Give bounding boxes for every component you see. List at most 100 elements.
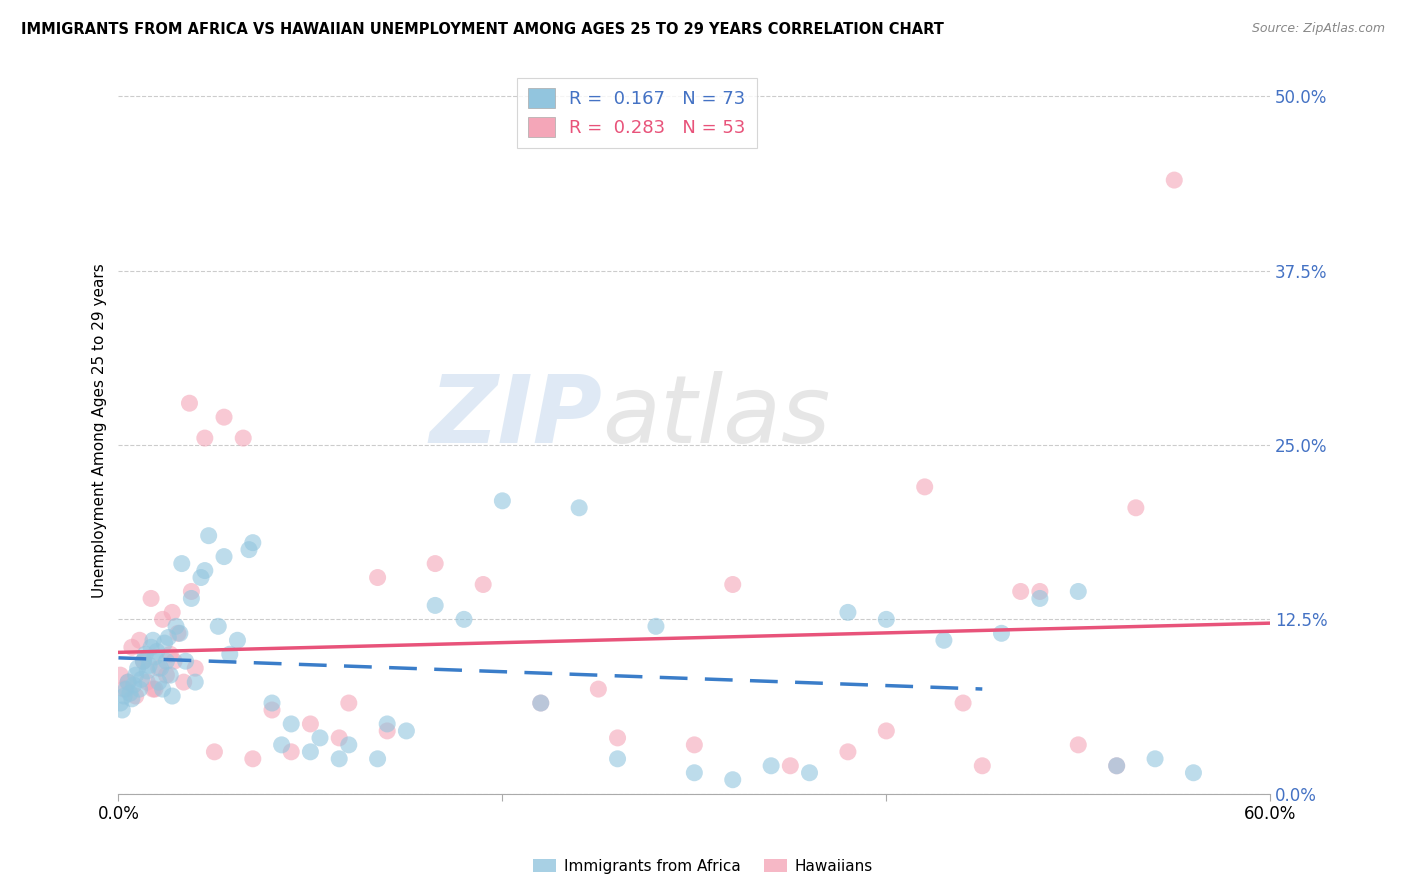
Point	[491, 493, 513, 508]
Point	[1010, 584, 1032, 599]
Point	[395, 723, 418, 738]
Point	[160, 689, 183, 703]
Point	[606, 752, 628, 766]
Point	[683, 765, 706, 780]
Point	[134, 647, 156, 661]
Point	[122, 678, 145, 692]
Point	[142, 682, 165, 697]
Point	[184, 661, 207, 675]
Point	[759, 759, 782, 773]
Point	[1067, 584, 1090, 599]
Point	[367, 752, 389, 766]
Point	[132, 654, 155, 668]
Text: atlas: atlas	[602, 371, 831, 462]
Point	[165, 619, 187, 633]
Point	[1067, 738, 1090, 752]
Point	[143, 682, 166, 697]
Point	[280, 717, 302, 731]
Point	[159, 668, 181, 682]
Point	[1144, 752, 1167, 766]
Point	[160, 606, 183, 620]
Point	[131, 673, 153, 687]
Point	[645, 619, 668, 633]
Point	[1029, 584, 1052, 599]
Point	[204, 745, 226, 759]
Point	[194, 431, 217, 445]
Point	[875, 612, 897, 626]
Point	[932, 633, 955, 648]
Point	[121, 640, 143, 655]
Point	[128, 633, 150, 648]
Point	[194, 564, 217, 578]
Point	[1029, 591, 1052, 606]
Point	[125, 689, 148, 703]
Point	[212, 549, 235, 564]
Point	[148, 661, 170, 675]
Point	[425, 557, 447, 571]
Point	[1182, 765, 1205, 780]
Point	[117, 675, 139, 690]
Point	[127, 661, 149, 675]
Point	[110, 696, 132, 710]
Point	[914, 480, 936, 494]
Point	[112, 682, 135, 697]
Point	[367, 570, 389, 584]
Point	[112, 689, 135, 703]
Point	[152, 612, 174, 626]
Point	[375, 723, 398, 738]
Point	[299, 717, 322, 731]
Point	[588, 682, 610, 697]
Point	[260, 703, 283, 717]
Point	[1105, 759, 1128, 773]
Point	[179, 396, 201, 410]
Point	[132, 654, 155, 668]
Point	[139, 640, 162, 655]
Point	[260, 696, 283, 710]
Point	[990, 626, 1012, 640]
Y-axis label: Unemployment Among Ages 25 to 29 years: Unemployment Among Ages 25 to 29 years	[93, 264, 107, 599]
Point	[157, 631, 180, 645]
Point	[152, 682, 174, 697]
Point	[110, 668, 132, 682]
Text: Source: ZipAtlas.com: Source: ZipAtlas.com	[1251, 22, 1385, 36]
Point	[530, 696, 553, 710]
Point	[173, 675, 195, 690]
Point	[453, 612, 475, 626]
Point	[425, 599, 447, 613]
Point	[167, 626, 190, 640]
Point	[138, 658, 160, 673]
Point	[337, 738, 360, 752]
Point	[1105, 759, 1128, 773]
Point	[721, 772, 744, 787]
Point	[721, 577, 744, 591]
Point	[148, 675, 170, 690]
Point	[146, 644, 169, 658]
Point	[226, 633, 249, 648]
Point	[153, 636, 176, 650]
Point	[143, 650, 166, 665]
Point	[299, 745, 322, 759]
Point	[111, 703, 134, 717]
Point	[1125, 500, 1147, 515]
Text: ZIP: ZIP	[429, 370, 602, 463]
Point	[121, 691, 143, 706]
Point	[149, 661, 172, 675]
Point	[170, 557, 193, 571]
Point	[238, 542, 260, 557]
Legend: R =  0.167   N = 73, R =  0.283   N = 53: R = 0.167 N = 73, R = 0.283 N = 53	[517, 78, 756, 148]
Point	[163, 654, 186, 668]
Point	[875, 723, 897, 738]
Point	[309, 731, 332, 745]
Point	[606, 731, 628, 745]
Point	[212, 410, 235, 425]
Point	[242, 752, 264, 766]
Point	[375, 717, 398, 731]
Point	[952, 696, 974, 710]
Point	[190, 570, 212, 584]
Point	[136, 675, 159, 690]
Point	[972, 759, 994, 773]
Point	[207, 619, 229, 633]
Point	[159, 647, 181, 661]
Text: IMMIGRANTS FROM AFRICA VS HAWAIIAN UNEMPLOYMENT AMONG AGES 25 TO 29 YEARS CORREL: IMMIGRANTS FROM AFRICA VS HAWAIIAN UNEMP…	[21, 22, 943, 37]
Point	[328, 752, 350, 766]
